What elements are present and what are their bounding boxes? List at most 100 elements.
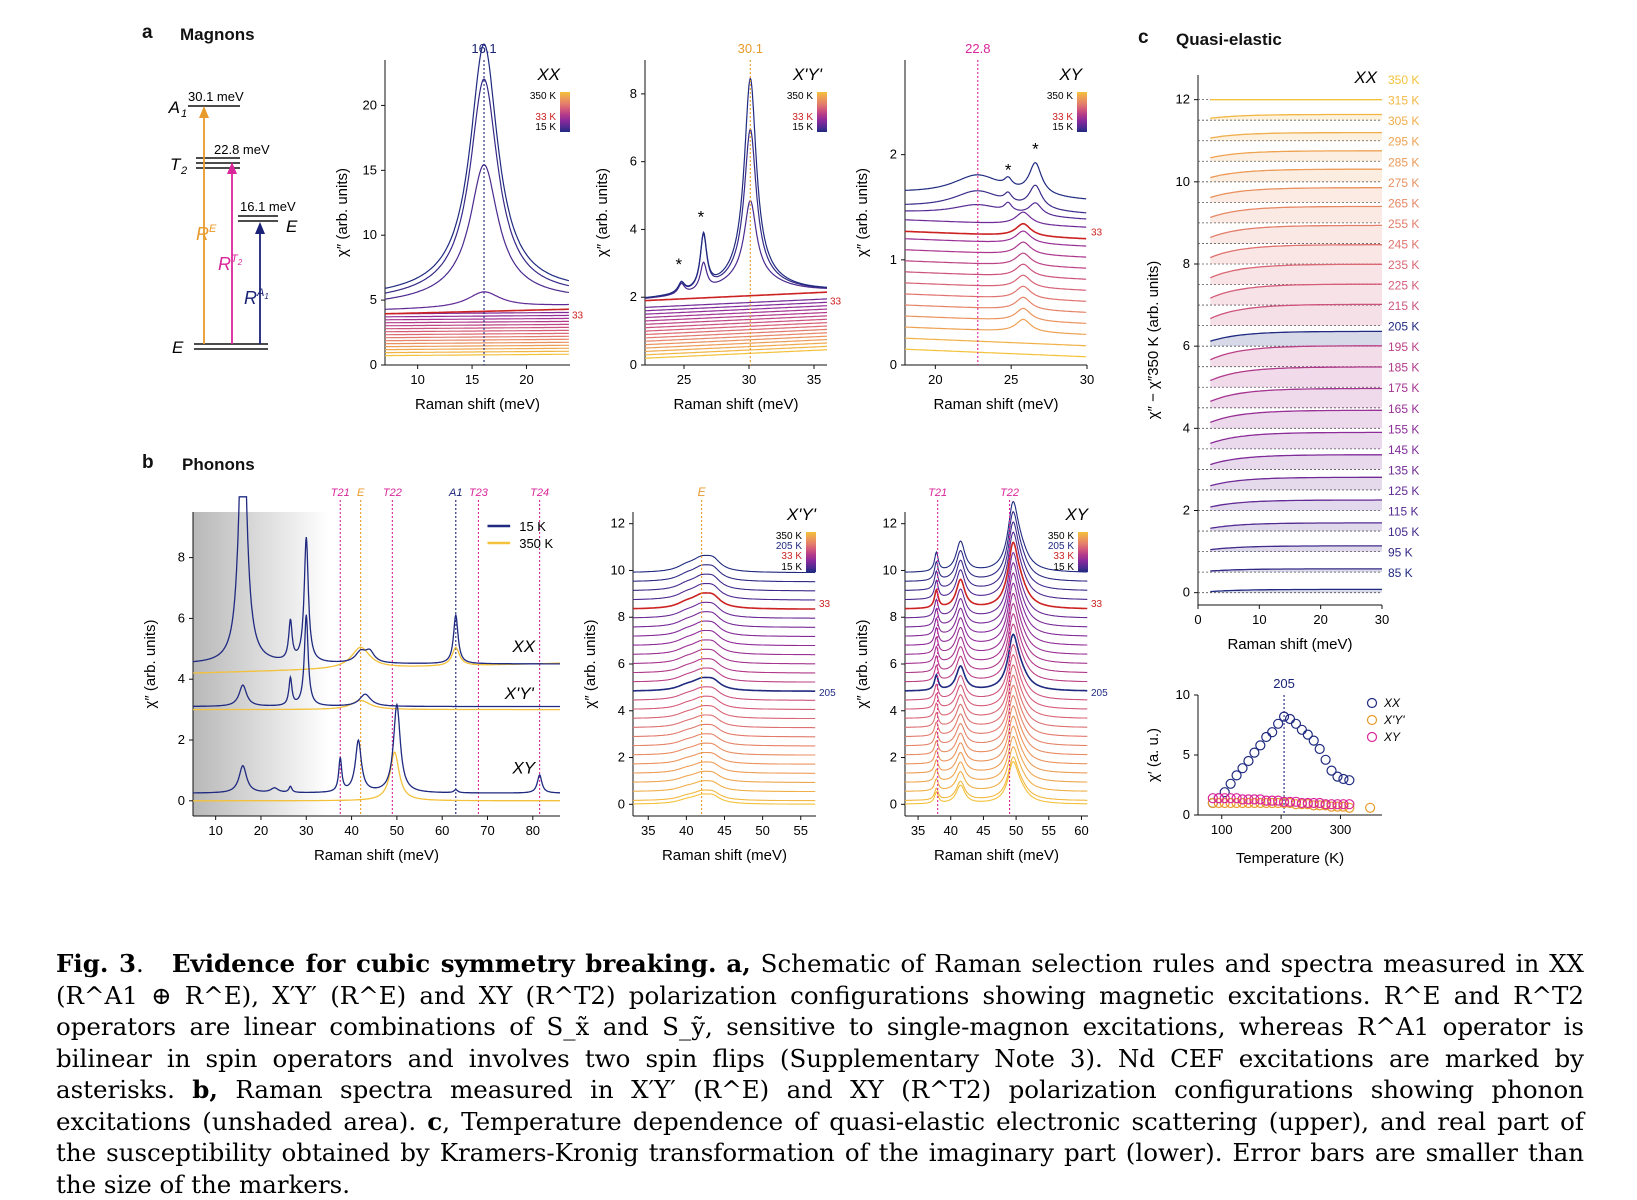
spectrum-line xyxy=(1210,431,1382,445)
data-point xyxy=(1278,711,1290,722)
chart-title: XX xyxy=(1353,68,1377,87)
spectrum-line xyxy=(193,614,560,708)
legend-marker xyxy=(1366,697,1378,709)
area-fill xyxy=(1210,500,1382,511)
spectrum-line xyxy=(645,345,827,356)
x-tick-label: 40 xyxy=(679,823,693,838)
chart-a-xpyp: 25 30 35 0 2 4 6 8 Raman shift (meV) χ″ (arb. uni… xyxy=(595,41,842,413)
y-axis-title: χ″ (arb. units) xyxy=(582,619,599,708)
spectrum-line xyxy=(193,702,560,794)
y-tick-label: 0 xyxy=(618,796,625,811)
area-fill xyxy=(1210,345,1382,367)
spectrum-line xyxy=(904,348,1087,358)
area-fill xyxy=(1210,454,1382,470)
x-tick-label: 25 xyxy=(1004,372,1018,387)
spectrum-line xyxy=(193,496,560,665)
data-point xyxy=(1231,793,1242,804)
temperature-label: 195 K xyxy=(1388,340,1419,354)
y-tick-label: 2 xyxy=(890,147,897,162)
spectrum-line xyxy=(904,263,1087,280)
spectrum-line xyxy=(905,274,1087,291)
caption-a-label: a, xyxy=(726,949,751,978)
data-point xyxy=(1261,795,1272,806)
spectrum-line xyxy=(1210,244,1382,259)
spectrum-line xyxy=(644,339,827,349)
spectrum-line xyxy=(633,705,816,720)
data-point xyxy=(1261,731,1272,743)
data-point xyxy=(1243,755,1254,767)
spectrum-line xyxy=(633,761,816,774)
spectrum-line xyxy=(1210,168,1382,179)
data-point xyxy=(1338,773,1349,785)
mode-label: T22 xyxy=(1000,487,1019,499)
x-tick-label: 100 xyxy=(1211,822,1233,837)
x-tick-label: 25 xyxy=(677,372,691,387)
y-tick-label: 6 xyxy=(630,154,637,169)
spectrum-line xyxy=(905,201,1087,220)
colorbar-label-mid: 33 K xyxy=(535,112,556,123)
spectrum-line xyxy=(193,751,560,802)
data-point xyxy=(1207,793,1218,804)
spectrum-line xyxy=(632,658,816,674)
colorbar xyxy=(817,92,827,132)
spectrum-line xyxy=(905,541,1088,610)
area-fill xyxy=(1210,150,1382,162)
spectrum-line xyxy=(1210,131,1382,139)
side-label-33: 33 xyxy=(1091,227,1103,238)
x-tick-label: 30 xyxy=(1080,372,1094,387)
y-axis-title: χ″ (arb. units) xyxy=(595,168,611,257)
data-point xyxy=(1273,718,1284,729)
y-tick-label: 4 xyxy=(1183,420,1190,435)
spectrum-line xyxy=(645,325,828,336)
chart-b-xpyp: 35 40 45 50 55 0 2 4 6 8 10 12 Raman shift (meV) χ″ (… xyxy=(582,485,836,864)
area-fill xyxy=(1210,545,1382,552)
spectrum-line xyxy=(1210,345,1382,361)
spectrum-line xyxy=(905,318,1087,335)
spectrum-line xyxy=(633,601,816,619)
peak-marker-label: 22.8 xyxy=(965,41,990,56)
spectrum-line xyxy=(905,654,1088,710)
spectrum-line xyxy=(1210,150,1382,159)
spectrum-line xyxy=(633,573,816,592)
temperature-label: 350 K xyxy=(1388,73,1419,87)
area-fill xyxy=(1210,304,1382,326)
data-point xyxy=(1344,802,1355,813)
peak-marker-label: 205 xyxy=(1273,676,1295,691)
spectrum-line xyxy=(632,751,816,765)
x-axis-title: Raman shift (meV) xyxy=(673,396,798,413)
cef-asterisk: * xyxy=(1005,161,1012,180)
legend-marker xyxy=(1366,731,1378,743)
spectrum-line xyxy=(644,332,827,342)
data-point xyxy=(1219,793,1230,804)
spectrum-line xyxy=(904,285,1087,302)
x-tick-label: 55 xyxy=(1042,823,1056,838)
level-E-energy: 16.1 meV xyxy=(240,199,296,214)
spectrum-line xyxy=(1210,568,1382,572)
mode-label: T23 xyxy=(469,487,489,499)
spectrum-line xyxy=(633,742,816,756)
spectrum-line xyxy=(633,554,816,574)
spectrum-line xyxy=(645,322,828,332)
spectrum-line xyxy=(385,338,569,342)
legend-label: XX xyxy=(1383,696,1401,710)
area-fill xyxy=(1210,331,1382,347)
spectrum-line xyxy=(1210,366,1382,382)
colorbar xyxy=(1077,92,1087,132)
side-label-33: 33 xyxy=(819,599,831,610)
x-tick-label: 50 xyxy=(755,823,769,838)
temperature-label: 225 K xyxy=(1388,279,1419,293)
cef-asterisk: * xyxy=(675,255,682,274)
spectrum-line xyxy=(633,639,816,656)
spectrum-line xyxy=(644,335,827,346)
spectrum-line xyxy=(633,611,816,628)
colorbar-label-mid: 33 K xyxy=(781,551,802,562)
side-label-205: 205 xyxy=(819,688,836,699)
spectrum-line xyxy=(384,323,569,327)
x-axis-title: Raman shift (meV) xyxy=(662,847,787,864)
y-tick-label: 5 xyxy=(370,292,377,307)
spectrum-line xyxy=(385,353,569,357)
temperature-label: 275 K xyxy=(1388,176,1419,190)
y-tick-label: 2 xyxy=(890,750,897,765)
spectrum-line xyxy=(384,344,569,348)
spectrum-line xyxy=(645,328,827,339)
